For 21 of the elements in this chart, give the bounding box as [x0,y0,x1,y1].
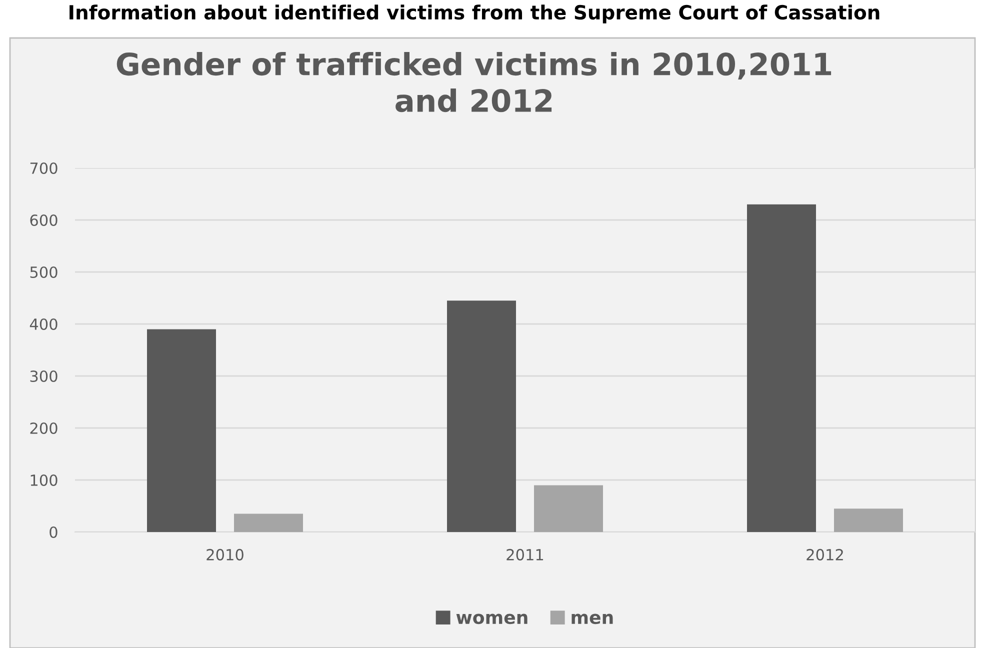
y-tick-label: 700 [30,162,58,174]
y-tick-label: 400 [30,318,58,330]
x-tick-label: 2012 [806,548,843,560]
bar [747,204,816,532]
y-tick-label: 0 [50,526,58,538]
y-tick-label: 100 [30,474,58,486]
text: Information about identified victims from the Supreme Court of Cassation [70,4,880,24]
y-tick-label: 600 [30,214,58,226]
y-tick-label: 200 [30,422,58,434]
x-tick-label: 2010 [206,548,244,560]
legend-label: men [572,614,613,624]
legend-label: women [456,614,528,624]
x-tick-label: 2011 [506,548,544,560]
bar [834,508,903,532]
bar [447,300,516,532]
y-tick-label: 500 [30,266,58,278]
bar [534,485,603,532]
y-tick-label: 300 [30,370,58,382]
chart-title: Gender of trafficked victims in 2010,2011 and 2012 [116,52,832,112]
bar [147,329,216,532]
bar [234,514,303,532]
